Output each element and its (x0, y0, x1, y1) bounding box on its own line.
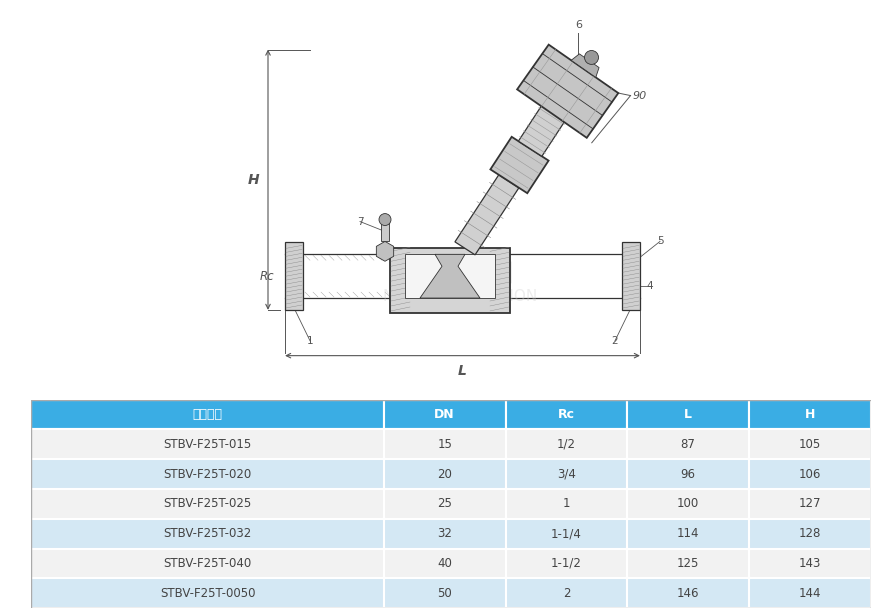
Polygon shape (517, 45, 618, 138)
Text: 5: 5 (656, 237, 663, 246)
Text: 15: 15 (438, 438, 452, 451)
Text: 3/4: 3/4 (557, 468, 576, 481)
Bar (627, 430, 749, 459)
Circle shape (379, 213, 391, 226)
Text: 1/2: 1/2 (557, 438, 576, 451)
Text: 40: 40 (438, 557, 452, 570)
Text: 105: 105 (798, 438, 821, 451)
Text: 1-1/2: 1-1/2 (551, 557, 582, 570)
Bar (384, 400, 505, 430)
Bar (405, 254, 495, 298)
Text: H: H (805, 408, 815, 421)
Text: 50: 50 (438, 587, 452, 600)
Text: 143: 143 (798, 557, 821, 570)
Text: 2: 2 (612, 336, 618, 346)
Bar (285, 242, 303, 310)
Text: STBV-F25T-032: STBV-F25T-032 (163, 527, 252, 540)
Text: 32: 32 (438, 527, 452, 540)
Polygon shape (376, 242, 394, 261)
Bar (390, 248, 510, 313)
Bar (749, 549, 871, 578)
Bar (627, 549, 749, 578)
Bar (749, 430, 871, 459)
Bar (749, 519, 871, 549)
Bar (31, 489, 384, 519)
Bar (627, 489, 749, 519)
Text: STBV-F25T-015: STBV-F25T-015 (163, 438, 252, 451)
Text: 127: 127 (798, 497, 821, 511)
Text: 100: 100 (677, 497, 699, 511)
Text: L: L (458, 364, 467, 378)
Bar (381, 221, 389, 242)
Text: 7: 7 (356, 216, 363, 227)
Text: L: L (684, 408, 692, 421)
Text: 6: 6 (575, 20, 582, 30)
Text: 144: 144 (798, 587, 821, 600)
Text: 125: 125 (677, 557, 699, 570)
Text: Rc: Rc (260, 270, 274, 283)
Bar (384, 519, 505, 549)
Polygon shape (420, 254, 480, 298)
Text: Rc: Rc (558, 408, 575, 421)
Bar (31, 549, 384, 578)
Text: 产品代号: 产品代号 (193, 408, 222, 421)
Bar (384, 459, 505, 489)
Bar (505, 519, 627, 549)
Bar (31, 519, 384, 549)
Bar (505, 489, 627, 519)
Bar (627, 519, 749, 549)
Bar (31, 400, 384, 430)
Text: 146: 146 (677, 587, 699, 600)
Text: 1: 1 (563, 497, 570, 511)
Text: 2: 2 (563, 587, 570, 600)
Bar (505, 430, 627, 459)
Bar (505, 459, 627, 489)
Bar (384, 430, 505, 459)
Bar (627, 578, 749, 608)
Circle shape (585, 50, 598, 64)
Text: 87: 87 (680, 438, 696, 451)
Text: DN: DN (434, 408, 455, 421)
Bar (749, 459, 871, 489)
Text: H: H (248, 173, 260, 187)
Text: 4: 4 (647, 281, 654, 291)
Text: 1-1/4: 1-1/4 (551, 527, 582, 540)
Text: 90: 90 (632, 91, 647, 101)
Bar (31, 430, 384, 459)
Bar (749, 578, 871, 608)
Bar (505, 578, 627, 608)
Polygon shape (519, 103, 567, 156)
Polygon shape (490, 137, 548, 193)
Bar (505, 549, 627, 578)
Polygon shape (572, 54, 599, 77)
Text: STBV-F25T-0050: STBV-F25T-0050 (160, 587, 255, 600)
Text: 20: 20 (438, 468, 452, 481)
Text: 铭动技术  上海: 铭动技术 上海 (407, 259, 513, 283)
Bar (505, 400, 627, 430)
Bar (627, 459, 749, 489)
Text: 1: 1 (306, 336, 313, 346)
Text: 114: 114 (677, 527, 699, 540)
Bar (749, 400, 871, 430)
Bar (622, 242, 640, 310)
Bar (384, 489, 505, 519)
Text: STBV-F25T-025: STBV-F25T-025 (163, 497, 252, 511)
Text: STBV-F25T-040: STBV-F25T-040 (163, 557, 252, 570)
Bar (31, 578, 384, 608)
Text: 25: 25 (438, 497, 452, 511)
Text: STBV-F25T-020: STBV-F25T-020 (163, 468, 252, 481)
Text: 96: 96 (680, 468, 696, 481)
Bar (384, 549, 505, 578)
Bar (627, 400, 749, 430)
Bar (749, 489, 871, 519)
Text: NATIVE INNOVATION: NATIVE INNOVATION (383, 289, 537, 303)
Polygon shape (455, 175, 519, 255)
Text: 106: 106 (798, 468, 821, 481)
Text: 128: 128 (798, 527, 821, 540)
Bar (31, 459, 384, 489)
Bar (384, 578, 505, 608)
